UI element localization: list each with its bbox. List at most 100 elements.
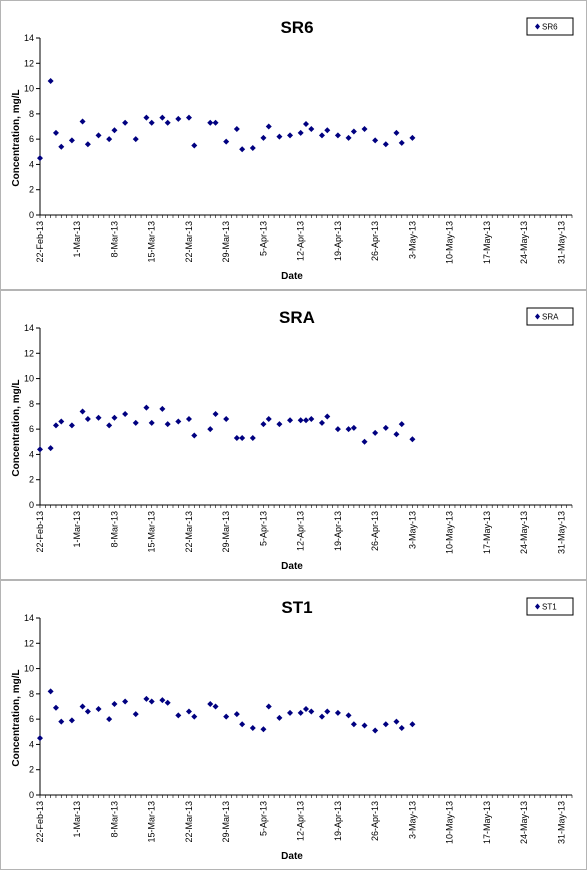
data-point [303, 120, 309, 127]
x-tick-label: 26-Apr-13 [370, 511, 380, 551]
y-tick-label: 12 [24, 348, 34, 358]
x-tick-label: 24-May-13 [519, 511, 529, 554]
x-tick-label: 12-Apr-13 [296, 801, 306, 841]
chart-panel-st1: ST1 ST1 Concentration, mg/L Date 0 2 4 6 8 10… [0, 580, 587, 870]
x-tick-label: 29-Mar-13 [221, 221, 231, 263]
data-point [79, 703, 86, 710]
y-tick-label: 12 [24, 638, 34, 648]
data-point [37, 446, 43, 453]
y-tick-label: 4 [29, 449, 34, 459]
y-tick-label: 2 [29, 765, 34, 775]
data-point [111, 700, 118, 707]
legend: SRA [526, 307, 574, 326]
data-point [260, 726, 267, 733]
x-tick-label: 10-May-13 [445, 801, 455, 844]
data-point [308, 416, 315, 423]
x-tick-label: 10-May-13 [445, 511, 455, 554]
y-tick-label: 2 [29, 185, 34, 195]
data-point [122, 698, 129, 705]
data-point [233, 711, 240, 718]
data-point [212, 410, 219, 417]
axes: 0 2 4 6 8 10 12 14 22-Feb-13 1-Mar-13 8-Mar-13 15-M… [24, 323, 573, 554]
data-point [260, 134, 267, 141]
data-point [334, 709, 341, 716]
data-point [191, 142, 198, 149]
data-point [111, 414, 118, 421]
data-point [382, 424, 389, 431]
data-point [233, 434, 240, 441]
data-point [84, 141, 91, 148]
x-tick-label: 24-May-13 [519, 221, 529, 264]
data-point [79, 408, 86, 415]
data-point [37, 735, 43, 742]
y-tick-label: 6 [29, 134, 34, 144]
data-point [106, 136, 113, 143]
x-tick-label: 12-Apr-13 [296, 221, 306, 261]
data-point [239, 721, 246, 728]
data-point [164, 421, 171, 428]
data-point [350, 424, 357, 431]
chart-title: SRA [279, 308, 315, 327]
data-point [47, 77, 54, 84]
data-point [95, 132, 102, 139]
data-point [223, 713, 230, 720]
x-tick-label: 29-Mar-13 [221, 511, 231, 553]
y-tick-label: 6 [29, 424, 34, 434]
data-point [308, 126, 315, 133]
data-point [164, 699, 171, 706]
data-point [297, 417, 304, 424]
data-point [297, 129, 304, 136]
sra-chart: SRA SRA Concentration, mg/L Date 0 2 4 6 8 10… [11, 307, 574, 572]
data-point [324, 127, 331, 134]
data-point [276, 421, 283, 428]
legend-box [526, 597, 574, 616]
legend-box [526, 17, 574, 36]
data-point [185, 114, 192, 121]
data-point [84, 708, 91, 715]
data-point [191, 432, 198, 439]
data-point [95, 414, 102, 421]
data-point [47, 688, 54, 695]
data-point [159, 114, 166, 121]
data-point [324, 708, 331, 715]
y-tick-label: 8 [29, 689, 34, 699]
x-tick-label: 5-Apr-13 [258, 801, 268, 836]
data-point [249, 434, 256, 441]
data-point [68, 717, 75, 724]
data-point [249, 144, 256, 151]
legend-marker-icon [535, 603, 540, 610]
data-point [143, 695, 150, 702]
x-tick-label: 17-May-13 [482, 511, 492, 554]
y-tick-label: 10 [24, 374, 34, 384]
x-tick-label: 8-Mar-13 [109, 801, 119, 838]
data-point [47, 445, 54, 452]
data-point [265, 416, 272, 423]
data-point [68, 137, 75, 144]
data-point [345, 712, 352, 719]
data-point [398, 139, 405, 146]
y-tick-label: 4 [29, 159, 34, 169]
data-point [303, 706, 309, 713]
data-points [37, 77, 416, 162]
x-tick-label: 22-Mar-13 [184, 801, 194, 843]
data-point [79, 118, 86, 125]
data-point [223, 416, 230, 423]
legend: ST1 [526, 597, 574, 616]
data-point [393, 129, 400, 136]
data-point [265, 703, 272, 710]
data-point [398, 724, 405, 731]
data-point [164, 119, 171, 126]
data-point [122, 119, 129, 126]
data-point [233, 126, 240, 133]
data-point [350, 128, 357, 135]
data-point [334, 426, 341, 433]
y-tick-label: 0 [29, 210, 34, 220]
data-point [318, 132, 325, 139]
data-point [361, 126, 368, 133]
x-tick-label: 17-May-13 [482, 801, 492, 844]
data-point [260, 421, 267, 428]
x-tick-label: 12-Apr-13 [296, 511, 306, 551]
data-point [111, 127, 118, 134]
data-point [345, 134, 352, 141]
data-point [185, 708, 192, 715]
